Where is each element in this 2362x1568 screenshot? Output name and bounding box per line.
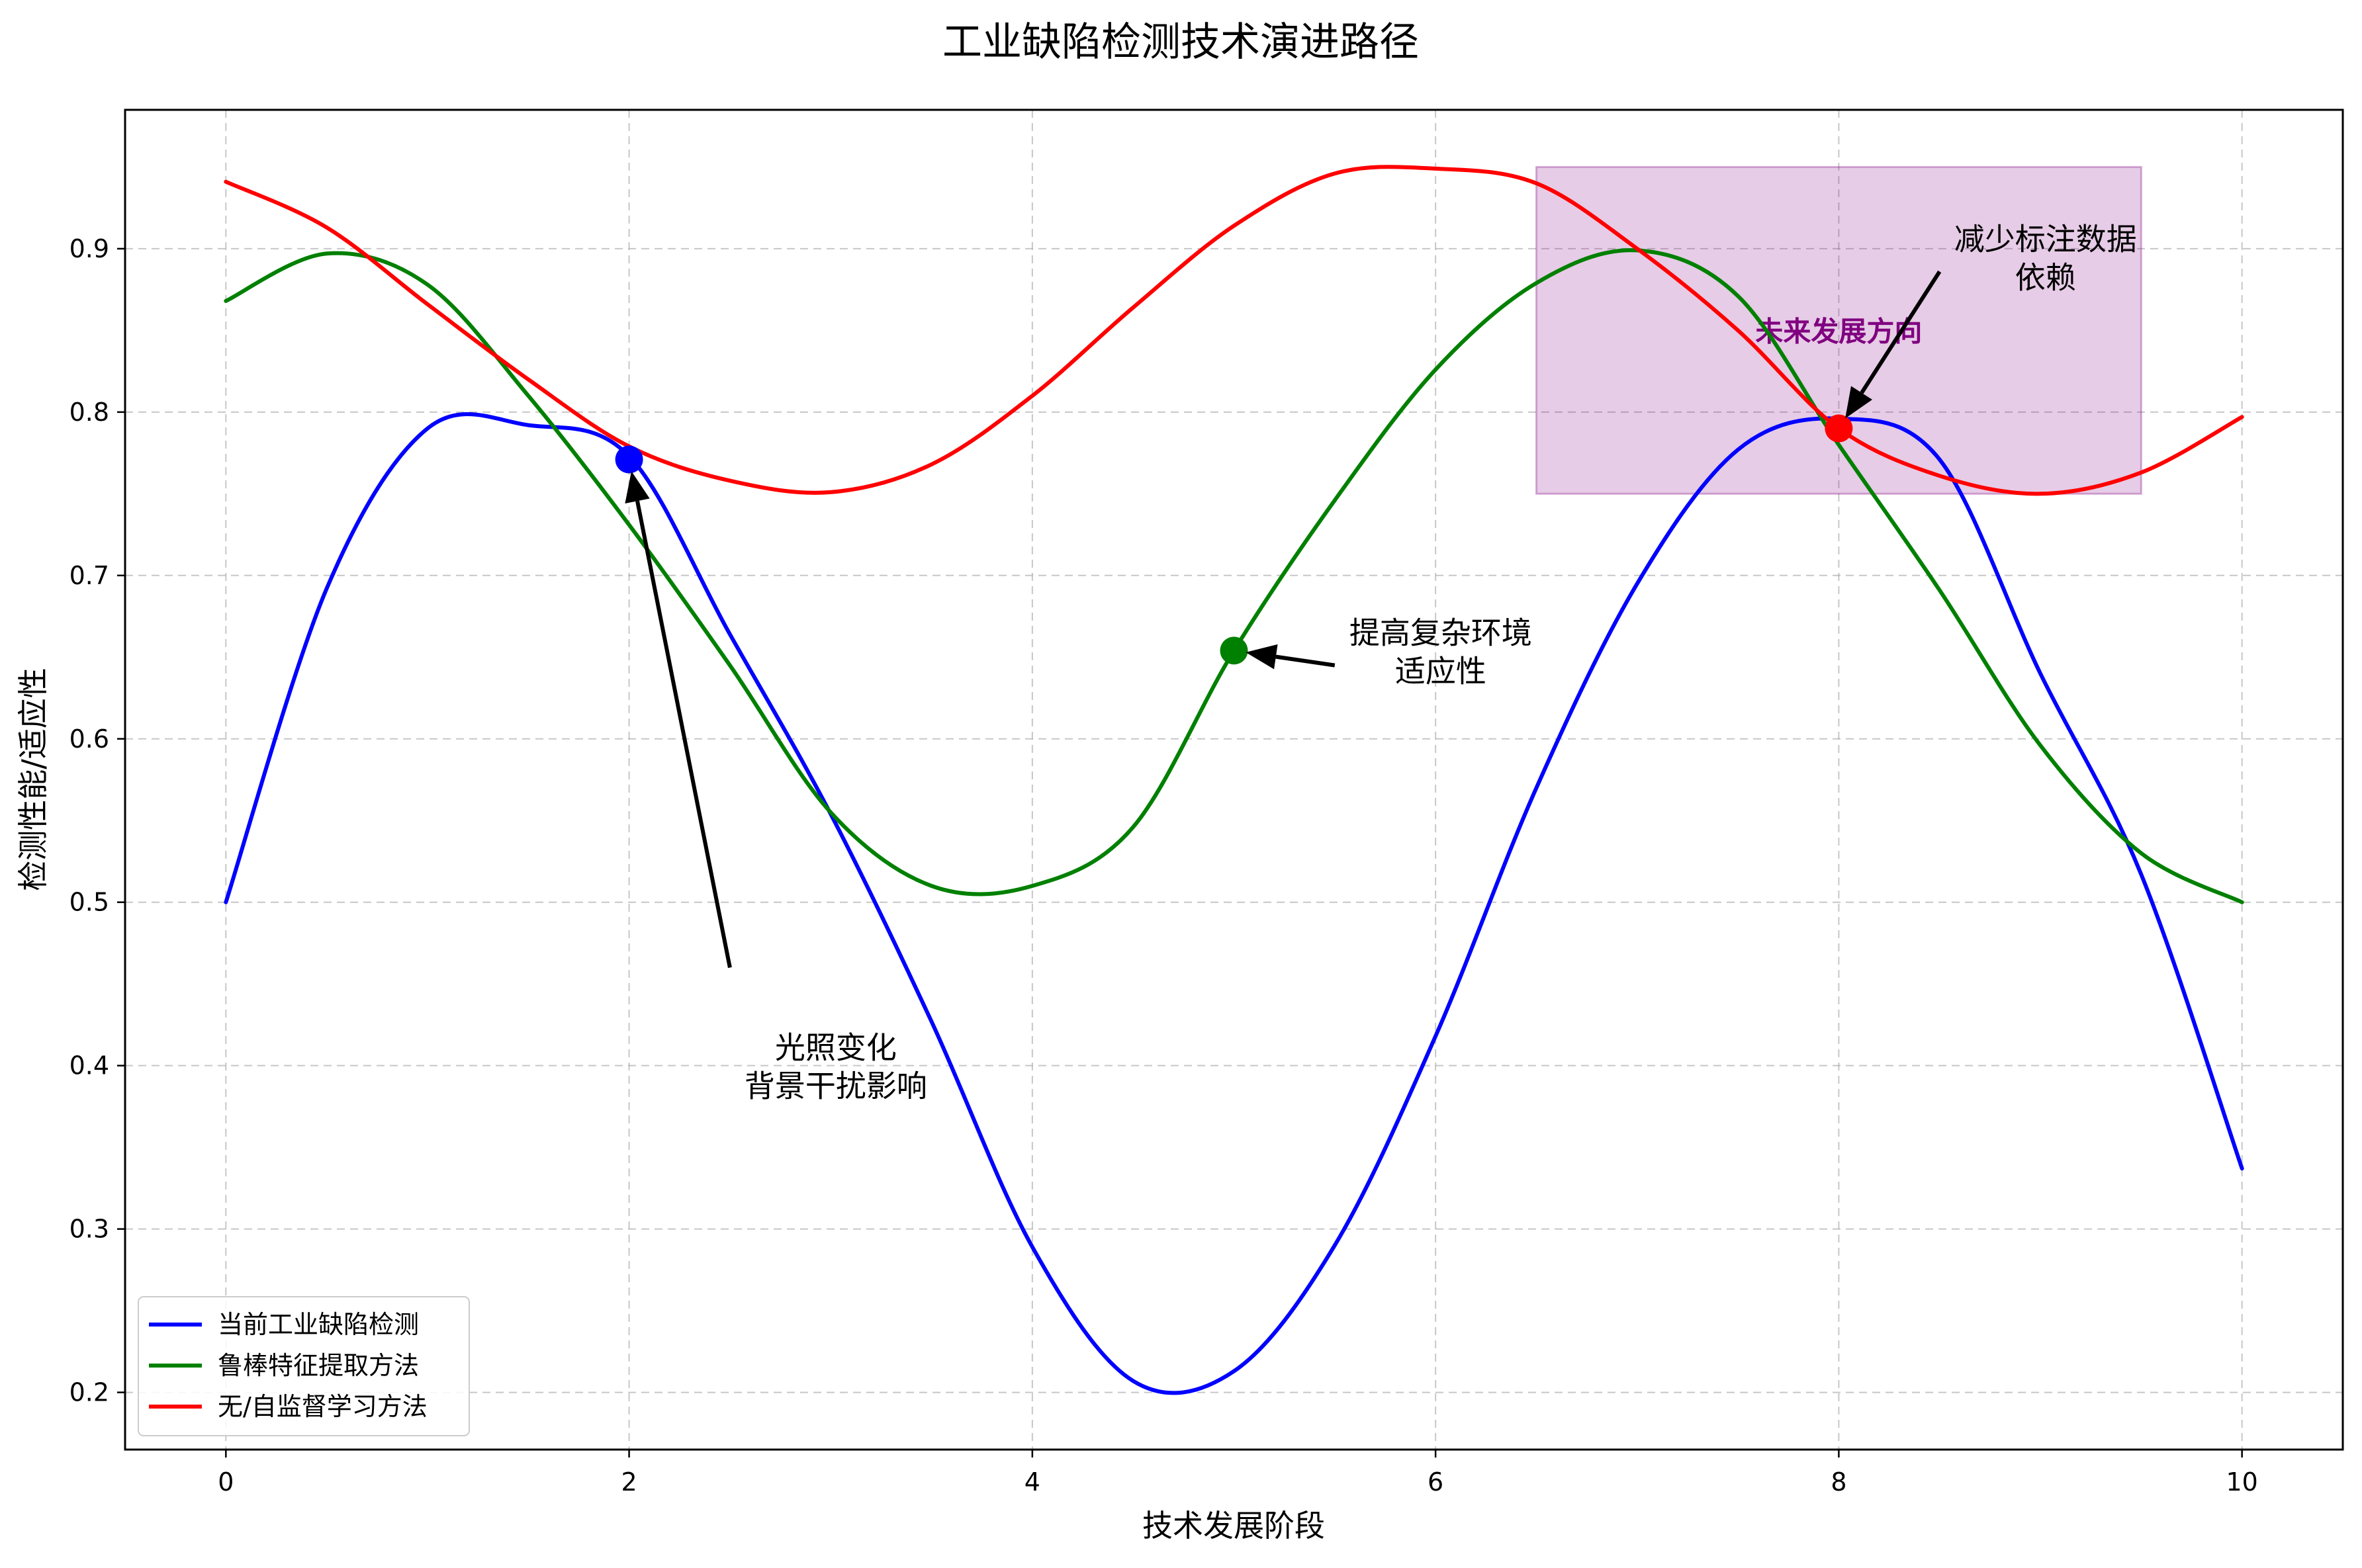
x-tick-label: 2 bbox=[621, 1467, 637, 1497]
x-axis-label: 技术发展阶段 bbox=[1142, 1508, 1325, 1544]
annotation-point-1 bbox=[1220, 636, 1248, 665]
legend-box bbox=[138, 1296, 470, 1436]
annotation-text-2: 依赖 bbox=[2015, 259, 2076, 295]
plot-frame bbox=[124, 109, 2344, 1451]
y-tick-label: 0.7 bbox=[69, 561, 109, 590]
annotation-point-2 bbox=[1825, 414, 1853, 443]
legend-label-2: 无/自监督学习方法 bbox=[218, 1392, 428, 1421]
y-tick-label: 0.5 bbox=[69, 888, 109, 917]
annotation-arrow-2 bbox=[1845, 270, 1942, 419]
y-tick-label: 0.3 bbox=[69, 1215, 109, 1244]
y-tick-label: 0.6 bbox=[69, 724, 109, 754]
y-tick-label: 0.4 bbox=[69, 1051, 109, 1080]
y-axis-label: 检测性能/适应性 bbox=[15, 668, 51, 891]
annotation-text-0: 光照变化 bbox=[775, 1029, 897, 1065]
chart-title: 工业缺陷检测技术演进路径 bbox=[942, 19, 1419, 65]
legend-label-1: 鲁棒特征提取方法 bbox=[218, 1351, 419, 1380]
y-tick-label: 0.2 bbox=[69, 1378, 109, 1407]
grid bbox=[125, 110, 2343, 1450]
y-tick-label: 0.8 bbox=[69, 398, 109, 427]
plot-background bbox=[125, 110, 2343, 1450]
annotation-text-1: 适应性 bbox=[1395, 654, 1486, 689]
x-tick-label: 6 bbox=[1428, 1467, 1443, 1497]
y-axis-ticks: 0.2 0.3 0.4 0.5 0.6 0.7 0.8 0.9 bbox=[69, 234, 125, 1407]
x-tick-label: 4 bbox=[1024, 1467, 1040, 1497]
annotation-arrow-1 bbox=[1246, 644, 1336, 670]
annotation-text-1: 提高复杂环境 bbox=[1349, 615, 1532, 651]
y-tick-label: 0.9 bbox=[69, 234, 109, 263]
annotation-point-0 bbox=[615, 445, 643, 474]
legend-label-0: 当前工业缺陷检测 bbox=[218, 1310, 419, 1339]
x-tick-label: 10 bbox=[2226, 1467, 2258, 1497]
annotation-marker-group bbox=[615, 414, 1853, 665]
highlight-region-label: 未来发展方向 bbox=[1755, 315, 1922, 347]
annotation-text-0: 背景干扰影响 bbox=[745, 1068, 927, 1104]
annotation-arrow-group bbox=[625, 270, 1942, 969]
x-tick-label: 8 bbox=[1831, 1467, 1846, 1497]
x-axis-ticks: 0 2 4 6 8 10 bbox=[218, 1450, 2258, 1497]
x-tick-label: 0 bbox=[218, 1467, 234, 1497]
annotation-arrow-0 bbox=[625, 471, 732, 969]
annotation-text-2: 减少标注数据 bbox=[1954, 221, 2137, 257]
series-line-2 bbox=[224, 165, 2244, 496]
